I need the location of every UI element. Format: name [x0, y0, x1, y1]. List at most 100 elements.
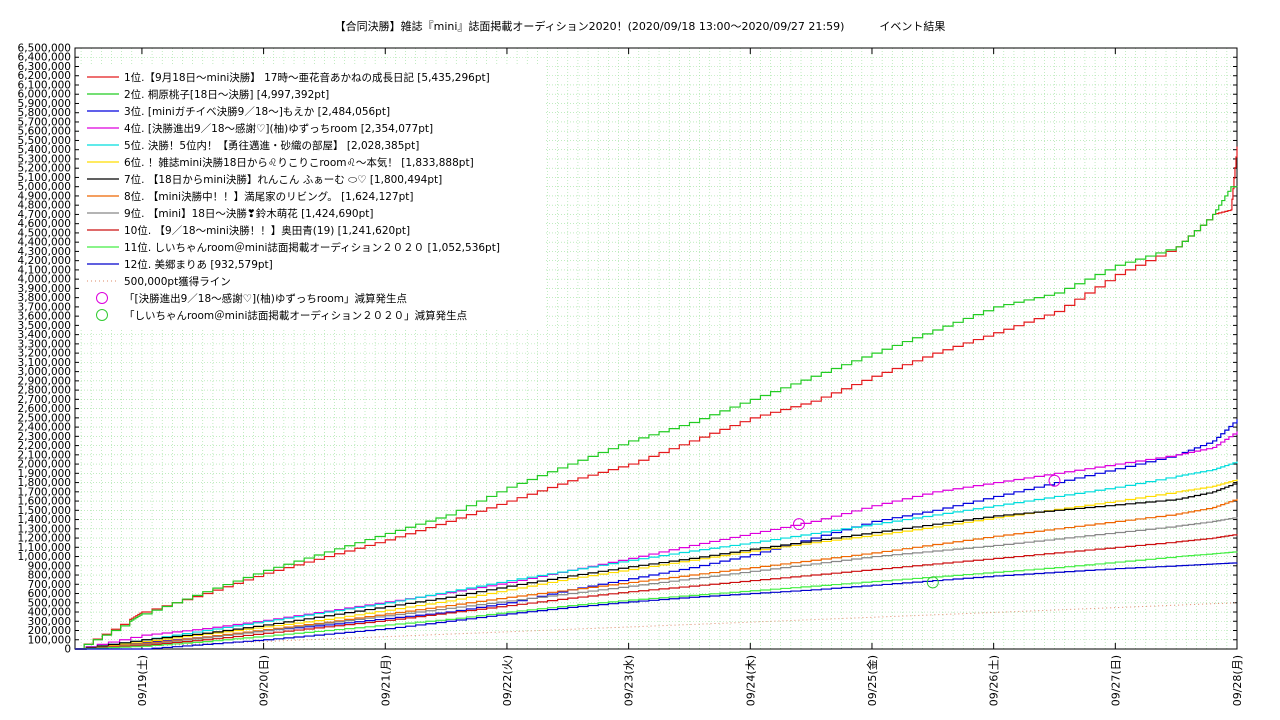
chart-title: 【合同決勝】雑誌『mini』誌面掲載オーディション2020！(2020/09/1…	[334, 20, 946, 33]
y-tick-label: 6,300,000	[18, 61, 71, 73]
deduction-marker-1	[1048, 474, 1061, 487]
y-tick-label: 4,900,000	[18, 190, 71, 202]
legend-marker-swatch	[96, 309, 108, 321]
x-tick-label: 09/26(土)	[988, 655, 1001, 706]
axes: 0100,000200,000300,000400,000500,000600,…	[18, 43, 1244, 707]
y-tick-label: 3,000,000	[18, 366, 71, 378]
series-lines	[74, 146, 1238, 650]
series-line-8	[75, 498, 1238, 650]
y-tick-label: 600,000	[28, 588, 71, 600]
series-line-7	[75, 482, 1238, 650]
y-tick-label: 5,000,000	[18, 181, 71, 193]
y-tick-label: 4,500,000	[18, 227, 71, 239]
y-tick-label: 400,000	[28, 607, 71, 619]
legend-label: 1位.【9月18日〜mini決勝】 17時〜亜花音あかねの成長日記 [5,435…	[124, 71, 490, 84]
x-tick-label: 09/22(火)	[501, 655, 514, 706]
legend-label: 10位. 【9／18〜mini決勝！！】奥田青(19) [1,241,620pt…	[124, 224, 410, 237]
legend-label: 9位. 【mini】18日〜決勝❣鈴木萌花 [1,424,690pt]	[124, 207, 373, 220]
y-tick-label: 3,300,000	[18, 338, 71, 350]
deduction-marker-2	[926, 576, 939, 589]
y-tick-label: 4,000,000	[18, 274, 71, 286]
y-tick-label: 4,200,000	[18, 255, 71, 267]
y-tick-label: 4,600,000	[18, 218, 71, 230]
legend-label: 7位. 【18日からmini決勝】れんこん ふぁーむ ⬭♡ [1,800,494…	[124, 173, 442, 186]
y-tick-label: 5,500,000	[18, 135, 71, 147]
legend-label: 4位. [決勝進出9／18〜感謝♡](柚)ゆずっちroom [2,354,077…	[124, 122, 433, 135]
y-tick-label: 4,400,000	[18, 237, 71, 249]
y-tick-label: 1,100,000	[18, 542, 71, 554]
series-line-9	[75, 517, 1238, 650]
legend-label: 「しいちゃんroom＠mini誌面掲載オーディション２０２０」減算発生点	[124, 309, 467, 322]
y-tick-label: 1,500,000	[18, 505, 71, 517]
y-tick-label: 2,000,000	[18, 459, 71, 471]
y-tick-label: 100,000	[28, 634, 71, 646]
x-tick-label: 09/25(金)	[865, 655, 879, 706]
y-tick-label: 3,500,000	[18, 320, 71, 332]
y-tick-label: 2,200,000	[18, 440, 71, 452]
legend-label: 6位. ！雑誌mini決勝18日から♌りこりこroom♌〜本気！ [1,833,…	[124, 156, 474, 169]
y-tick-label: 4,100,000	[18, 264, 71, 276]
legend-label: 3位. [miniガチイベ決勝9／18〜]もえか [2,484,056pt]	[124, 105, 390, 118]
y-tick-label: 700,000	[28, 579, 71, 591]
y-tick-label: 3,700,000	[18, 301, 71, 313]
y-tick-label: 4,300,000	[18, 246, 71, 258]
legend-box	[80, 66, 546, 328]
series-line-10	[75, 534, 1238, 650]
legend-label: 12位. 美郷まりあ [932,579pt]	[124, 258, 273, 271]
y-tick-label: 6,400,000	[18, 52, 71, 64]
y-tick-label: 2,600,000	[18, 403, 71, 415]
x-tick-label: 09/28(月)	[1231, 655, 1244, 706]
markers	[792, 474, 1061, 589]
y-tick-label: 0	[64, 644, 71, 656]
y-tick-label: 1,900,000	[18, 468, 71, 480]
y-tick-label: 500,000	[28, 597, 71, 609]
y-tick-label: 200,000	[28, 625, 71, 637]
series-line-5	[75, 461, 1238, 650]
deduction-marker-1	[792, 518, 805, 531]
y-tick-label: 6,000,000	[18, 89, 71, 101]
y-tick-label: 6,200,000	[18, 70, 71, 82]
x-tick-label: 09/27(日)	[1109, 655, 1122, 706]
y-tick-label: 4,700,000	[18, 209, 71, 221]
legend-label: 11位. しいちゃんroom＠mini誌面掲載オーディション２０２０ [1,05…	[124, 241, 500, 254]
x-tick-label: 09/24(木)	[744, 655, 757, 706]
y-tick-label: 5,100,000	[18, 172, 71, 184]
y-tick-label: 2,900,000	[18, 375, 71, 387]
legend-marker-swatch	[96, 292, 108, 304]
y-tick-label: 4,800,000	[18, 200, 71, 212]
y-tick-label: 3,800,000	[18, 292, 71, 304]
y-tick-label: 5,400,000	[18, 144, 71, 156]
y-tick-label: 2,800,000	[18, 385, 71, 397]
y-tick-label: 1,400,000	[18, 514, 71, 526]
legend-label: 500,000pt獲得ライン	[124, 275, 231, 288]
y-tick-label: 1,200,000	[18, 533, 71, 545]
series-line-12	[75, 562, 1238, 650]
y-tick-label: 3,900,000	[18, 283, 71, 295]
y-tick-label: 5,700,000	[18, 116, 71, 128]
legend-label: 2位. 桐原桃子[18日〜決勝] [4,997,392pt]	[124, 88, 329, 101]
y-tick-label: 2,300,000	[18, 431, 71, 443]
series-line-4	[75, 431, 1238, 650]
y-tick-label: 5,200,000	[18, 163, 71, 175]
plot-frame	[74, 47, 1238, 650]
legend: 1位.【9月18日〜mini決勝】 17時〜亜花音あかねの成長日記 [5,435…	[80, 66, 546, 328]
y-tick-label: 5,900,000	[18, 98, 71, 110]
y-tick-label: 6,100,000	[18, 79, 71, 91]
y-tick-label: 5,600,000	[18, 126, 71, 138]
y-tick-label: 1,300,000	[18, 523, 71, 535]
series-line-11	[75, 551, 1238, 650]
y-tick-label: 5,800,000	[18, 107, 71, 119]
x-tick-label: 09/20(日)	[258, 655, 271, 706]
y-tick-label: 5,300,000	[18, 153, 71, 165]
target-line	[74, 602, 1238, 650]
series-line-2	[75, 186, 1238, 650]
y-tick-label: 1,800,000	[18, 477, 71, 489]
y-tick-label: 1,700,000	[18, 486, 71, 498]
y-tick-label: 6,500,000	[18, 43, 71, 55]
x-tick-label: 09/21(月)	[379, 655, 392, 706]
y-tick-label: 900,000	[28, 560, 71, 572]
y-tick-label: 3,100,000	[18, 357, 71, 369]
y-tick-label: 2,100,000	[18, 449, 71, 461]
y-tick-label: 3,200,000	[18, 348, 71, 360]
